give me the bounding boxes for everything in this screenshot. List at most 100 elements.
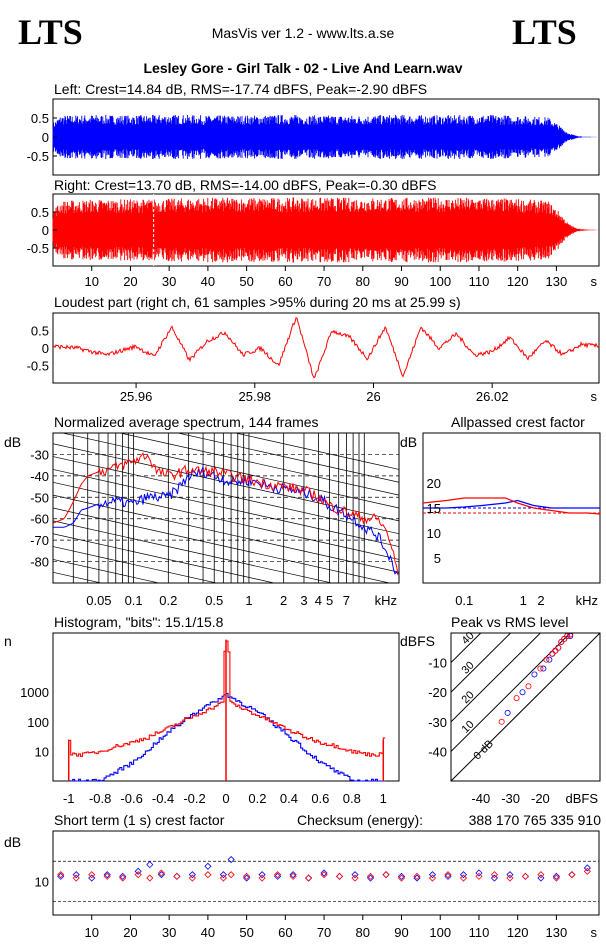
peak-rms-right-point [498, 718, 505, 725]
short-crest-right-point [351, 874, 359, 882]
peak-rms-diagonal-label: 30 [460, 659, 477, 676]
right-wave-xtick-label: 50 [239, 274, 253, 289]
short-crest-xtick-label: 100 [429, 925, 451, 940]
loudest-xtick-label: 25.96 [120, 389, 153, 404]
spectrum-slope-line [53, 571, 103, 583]
right-wave-title: Right: Crest=13.70 dB, RMS=-14.00 dBFS, … [54, 177, 436, 193]
spectrum-xtick-label: 2 [280, 593, 287, 608]
short-crest-right-point [157, 869, 165, 877]
short-crest-right-point [490, 871, 499, 879]
right-wave-ytick-label: -0.5 [27, 241, 49, 256]
spectrum-xtick-label: 0.5 [205, 593, 223, 608]
histogram-ytick-label: 100 [27, 715, 49, 730]
short-crest-right-point [204, 871, 212, 879]
peak-rms-xlabel: dBFS [565, 791, 598, 806]
histogram-xtick-label: -0.4 [152, 791, 174, 806]
histogram-xtick-label: -0.8 [89, 791, 111, 806]
crest-title: Allpassed crest factor [451, 414, 585, 430]
spectrum-xtick-label: 5 [326, 593, 333, 608]
left-wave-title: Left: Crest=14.84 dB, RMS=-17.74 dBFS, P… [54, 81, 427, 97]
loudest-xtick-label: 26 [366, 389, 380, 404]
spectrum-slope-line [53, 481, 399, 560]
spectrum-xunit: kHz [375, 593, 397, 608]
short-crest-left-point [227, 855, 235, 864]
short-crest-left-point [134, 867, 142, 875]
peak-rms-ytick-label: -20 [428, 685, 447, 700]
short-crest-right-point [243, 872, 251, 880]
short-crest-right-point [397, 874, 406, 882]
short-crest-left-point [289, 871, 297, 879]
peak-rms-diagonal-label: 20 [460, 689, 477, 706]
app-title: MasVis ver 1.2 - www.lts.a.se [212, 25, 395, 41]
peak-rms-ytick-label: -30 [428, 715, 447, 730]
short-crest-left-point [351, 871, 359, 879]
short-crest-left-point [88, 874, 96, 882]
spectrum-right-series [53, 452, 399, 575]
histogram-xtick-label: -1 [63, 791, 75, 806]
loudest-ytick-label: 0.5 [31, 324, 49, 339]
short-crest-left-point [382, 871, 390, 879]
left-wave-ytick-label: 0.5 [31, 111, 49, 126]
short-crest-xunit: s [591, 925, 598, 940]
spectrum-slope-line [234, 433, 399, 470]
short-crest-right-point [219, 874, 227, 882]
short-crest-right-point [227, 871, 235, 879]
short-crest-left-point [335, 872, 344, 880]
right-wave-signal [52, 197, 598, 263]
peak-rms-ytick-label: -40 [428, 744, 447, 759]
short-crest-right-point [188, 874, 196, 882]
right-wave-ytick-label: 0 [42, 223, 49, 238]
short-crest-left-point [258, 871, 266, 879]
loudest-signal [52, 317, 600, 379]
short-crest-right-point [119, 874, 127, 882]
histogram-title: Histogram, "bits": 15.1/15.8 [54, 614, 224, 630]
crest-ytick-label: 15 [427, 501, 441, 516]
short-crest-frame [52, 830, 600, 916]
right-wave-ytick-label: 0.5 [31, 205, 49, 220]
short-crest-right-point [366, 872, 375, 880]
short-crest-xtick-label: 60 [278, 925, 292, 940]
short-crest-left-point [72, 871, 80, 879]
peak-rms-diagonal [451, 633, 571, 753]
peak-rms-right-point [567, 633, 574, 638]
short-crest-left-point [552, 872, 560, 880]
short-crest-xtick-label: 90 [394, 925, 408, 940]
spectrum-plot [53, 433, 399, 583]
short-crest-right-point [459, 874, 468, 882]
short-crest-right-point [88, 871, 96, 879]
spectrum-title: Normalized average spectrum, 144 frames [54, 414, 319, 430]
short-crest-right-point [568, 871, 576, 879]
right-wave-xunit: s [591, 274, 598, 289]
histogram-xtick-label: 0 [222, 791, 229, 806]
peak-rms-diagonal [451, 633, 600, 781]
short-crest-title: Short term (1 s) crest factor [54, 812, 225, 828]
short-crest-right-point [146, 874, 154, 882]
spectrum-slope-line [53, 533, 276, 583]
right-wave-xtick-label: 20 [123, 274, 137, 289]
spectrum-slope-line [61, 433, 399, 509]
right-wave-xtick-label: 120 [507, 274, 529, 289]
short-crest-right-point [475, 872, 483, 880]
logo-left: LTS [18, 12, 83, 52]
short-crest-right-point [506, 874, 514, 882]
peak-rms-left-point [531, 671, 538, 678]
crest-xunit: kHz [576, 593, 598, 608]
short-crest-left-point [173, 872, 181, 880]
short-crest-right-point [258, 874, 266, 882]
short-crest-right-point [382, 871, 390, 879]
crest-ytick-label: 20 [427, 476, 441, 491]
short-crest-left-point [320, 869, 328, 877]
short-crest-right-point [335, 872, 344, 880]
right-wave-xtick-label: 90 [394, 274, 408, 289]
plots-layer: 0.50-0.50.50-0.510 20 30 40 50 60 70 80 90 100 110… [4, 98, 601, 940]
short-crest-right-point [552, 874, 560, 882]
left-wave-ytick-label: -0.5 [27, 149, 49, 164]
loudest-frame [52, 312, 600, 384]
short-crest-ytick-label: 10 [35, 874, 49, 889]
short-crest-right-point [134, 871, 142, 879]
short-crest-xtick-label: 20 [123, 925, 137, 940]
short-crest-left-point [146, 861, 154, 869]
left-wave-signal [52, 114, 598, 160]
short-crest-xtick-label: 10 [84, 925, 98, 940]
